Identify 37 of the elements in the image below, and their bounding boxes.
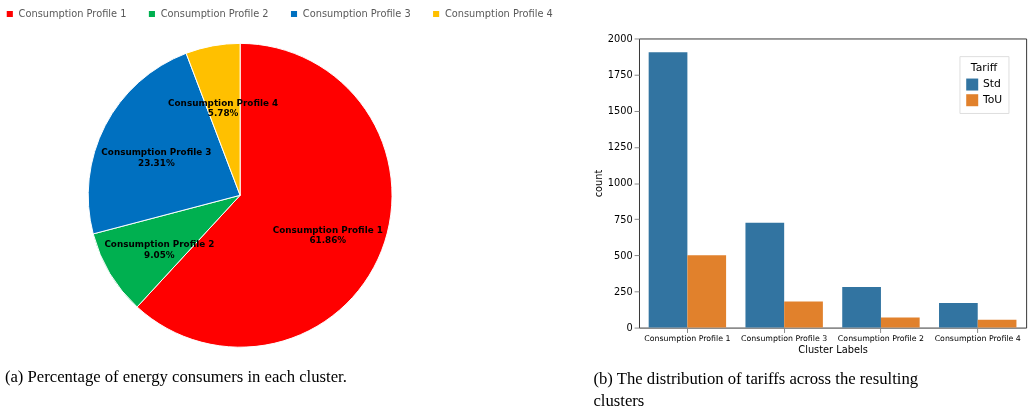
x-tick-label: Consumption Profile 4 <box>934 333 1021 343</box>
y-tick-label: 500 <box>613 249 633 261</box>
legend-label: ToU <box>982 93 1003 107</box>
data-label: 61.86% <box>309 235 347 246</box>
x-tick-label: Consumption Profile 1 <box>644 333 731 343</box>
bar <box>648 52 688 328</box>
bar <box>745 222 785 328</box>
data-label: 9.05% <box>144 249 175 260</box>
slice-label: Consumption Profile 1 <box>272 224 383 235</box>
legend-label: Consumption Profile 4 <box>444 7 553 19</box>
bar <box>784 301 823 328</box>
data-label: 23.31% <box>138 157 175 168</box>
y-tick-label: 0 <box>626 322 633 334</box>
legend-label: Std <box>983 77 1001 91</box>
slice-label: Consumption Profile 3 <box>101 147 212 158</box>
text: (b) The distribution of tariffs across the resulting clusters <box>593 369 919 410</box>
legend-title: Tariff <box>969 60 998 74</box>
x-tick-label: Consumption Profile 2 <box>837 333 925 343</box>
bar <box>842 287 881 328</box>
legend-label: Consumption Profile 1 <box>18 7 127 19</box>
y-tick-label: 1750 <box>607 69 633 81</box>
y-tick-label: 1000 <box>607 177 633 189</box>
x-axis-title: Cluster Labels <box>798 343 868 355</box>
y-tick-label: 1250 <box>607 141 633 153</box>
y-tick-label: 250 <box>613 285 633 297</box>
bar <box>977 319 1017 328</box>
y-tick-label: 2000 <box>607 32 633 44</box>
y-axis-title: count <box>592 169 604 198</box>
bar <box>880 317 920 328</box>
y-tick-label: 1500 <box>607 105 633 117</box>
bar <box>687 255 727 328</box>
text: (a) Percentage of energy consumers in each cluster. <box>4 367 347 387</box>
y-tick-label: 750 <box>613 213 633 225</box>
legend-label: Consumption Profile 3 <box>302 7 411 19</box>
x-tick-label: Consumption Profile 3 <box>741 333 828 343</box>
bar <box>939 303 978 328</box>
legend-label: Consumption Profile 2 <box>160 7 269 19</box>
